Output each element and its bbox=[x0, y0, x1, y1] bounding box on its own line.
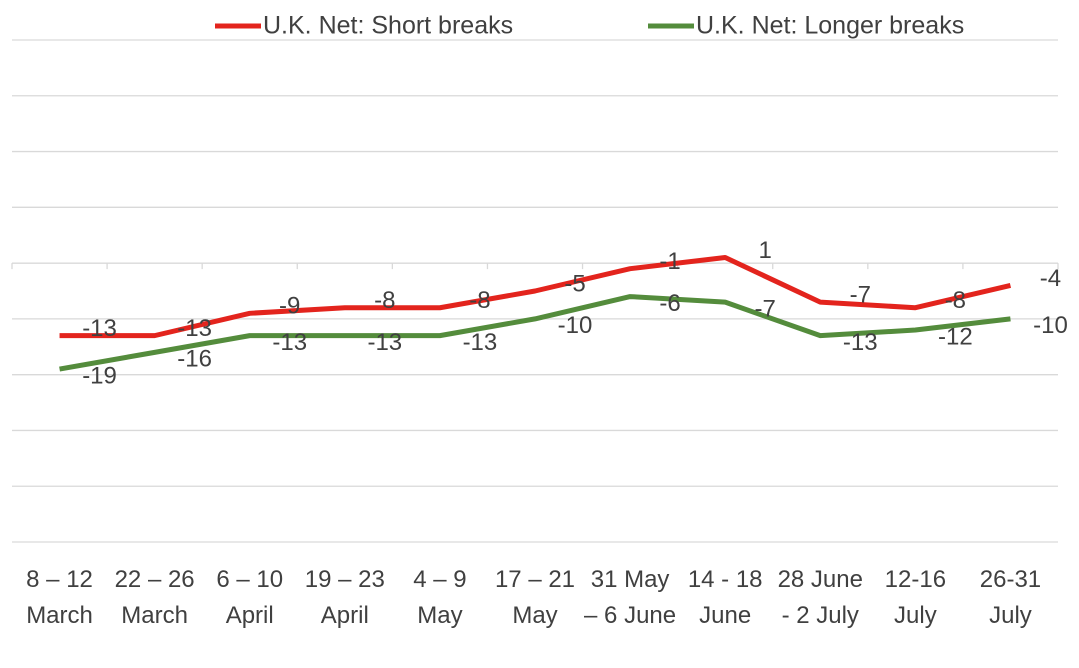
legend-label: U.K. Net: Longer breaks bbox=[696, 12, 964, 40]
data-label: -1 bbox=[659, 248, 680, 275]
data-label: -10 bbox=[1033, 312, 1068, 339]
data-label: -13 bbox=[177, 315, 212, 342]
data-label: -13 bbox=[367, 329, 402, 356]
series-line bbox=[59, 255, 1012, 339]
data-label: 1 bbox=[759, 237, 772, 264]
x-tick-label: 14 - 18 June bbox=[687, 566, 763, 629]
data-label: -5 bbox=[564, 270, 585, 297]
x-tick-label: 28 June - 2 July bbox=[777, 566, 863, 629]
x-tick-label: 8 – 12 March bbox=[26, 566, 93, 629]
data-label: -8 bbox=[945, 287, 966, 314]
data-label: -12 bbox=[938, 323, 973, 350]
data-label: -4 bbox=[1040, 265, 1061, 292]
x-tick-label: 19 – 23 April bbox=[304, 566, 385, 629]
data-label: -19 bbox=[82, 362, 117, 389]
series-line bbox=[59, 294, 1011, 372]
x-tick-label: 31 May – 6 June bbox=[584, 566, 677, 629]
data-label: -6 bbox=[659, 290, 680, 317]
x-tick-label: 26-31 July bbox=[979, 566, 1042, 629]
data-label: -7 bbox=[850, 281, 871, 308]
x-tick-label: 22 – 26 March bbox=[114, 566, 195, 629]
data-label: -10 bbox=[558, 312, 593, 339]
data-label: -9 bbox=[279, 293, 300, 320]
data-label: -8 bbox=[469, 287, 490, 314]
legend-label: U.K. Net: Short breaks bbox=[263, 12, 513, 40]
data-label: -7 bbox=[755, 295, 776, 322]
x-tick-label: 17 – 21 May bbox=[494, 566, 576, 629]
data-label: -13 bbox=[82, 315, 117, 342]
data-label: -13 bbox=[272, 329, 307, 356]
data-label: -8 bbox=[374, 287, 395, 314]
x-tick-label: 4 – 9 May bbox=[413, 566, 467, 629]
x-tick-label: 12-16 July bbox=[884, 566, 947, 629]
data-label: -13 bbox=[843, 329, 878, 356]
data-label: -16 bbox=[177, 346, 212, 373]
x-tick-label: 6 – 10 April bbox=[216, 566, 284, 629]
data-label: -13 bbox=[463, 329, 498, 356]
